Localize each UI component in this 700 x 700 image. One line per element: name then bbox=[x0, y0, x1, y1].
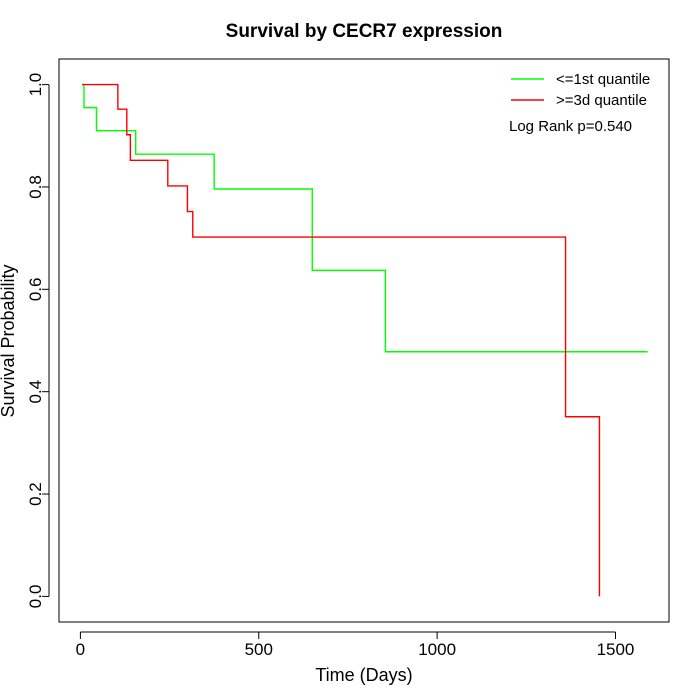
series-layer bbox=[82, 83, 648, 597]
log-rank-annotation: Log Rank p=0.540 bbox=[509, 118, 632, 135]
survival-curve-series-1 bbox=[82, 83, 648, 353]
x-tick-label: 1000 bbox=[418, 640, 456, 659]
chart-title: Survival by CECR7 expression bbox=[226, 21, 503, 42]
x-axis: 0 500 1000 1500 bbox=[76, 631, 635, 659]
y-tick-label: 1.0 bbox=[26, 73, 45, 97]
x-tick-label: 500 bbox=[245, 640, 273, 659]
legend: <=1st quantile >=3d quantile bbox=[511, 71, 650, 109]
legend-label: >=3d quantile bbox=[556, 92, 647, 109]
y-axis-label: Survival Probability bbox=[0, 264, 18, 417]
y-tick-label: 0.0 bbox=[26, 585, 45, 609]
y-tick-label: 0.6 bbox=[26, 277, 45, 301]
x-tick-label: 0 bbox=[76, 640, 85, 659]
y-axis: 0.0 0.2 0.4 0.6 0.8 1.0 bbox=[26, 73, 50, 609]
x-axis-label: Time (Days) bbox=[315, 665, 412, 685]
legend-label: <=1st quantile bbox=[556, 71, 650, 88]
y-tick-label: 0.8 bbox=[26, 175, 45, 199]
y-tick-label: 0.4 bbox=[26, 380, 45, 404]
plot-frame bbox=[58, 58, 670, 623]
x-tick-label: 1500 bbox=[597, 640, 635, 659]
survival-curve-series-2 bbox=[82, 83, 601, 597]
y-tick-label: 0.2 bbox=[26, 482, 45, 506]
